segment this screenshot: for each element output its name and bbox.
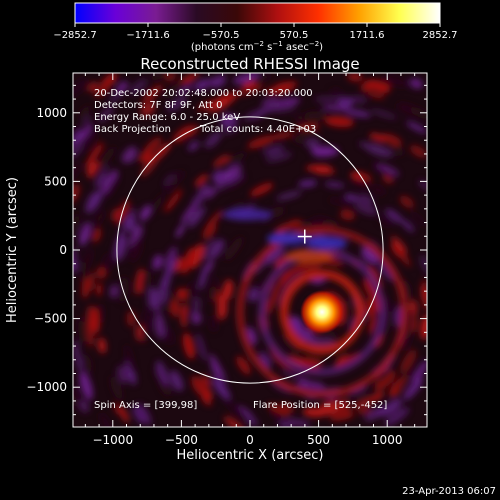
annotation-time-range: 20-Dec-2002 20:02:48.000 to 20:03:20.000 (94, 88, 313, 99)
x-tick-label: 0 (246, 433, 254, 447)
colorbar-tick-label: −1711.6 (126, 30, 169, 41)
chart-title: Reconstructed RHESSI Image (140, 55, 359, 73)
x-tick-label: 500 (307, 433, 330, 447)
colorbar-tick-label: 1711.6 (349, 30, 384, 41)
colorbar-tick-label: 2852.7 (423, 30, 458, 41)
spin-axis-marker (297, 229, 312, 244)
x-tick-label: 1000 (372, 433, 403, 447)
annotation-counts: Total counts: 4.40E+03 (199, 124, 316, 135)
axis-ticks (73, 73, 427, 427)
colorbar-ticks: −2852.7 −1711.6 −570.5 570.5 1711.6 2852.7 (53, 23, 458, 41)
annotation-energy: Energy Range: 6.0 - 25.0 keV (94, 112, 240, 123)
x-axis-tick-labels: −1000 −500 0 500 1000 (92, 433, 402, 447)
colorbar (74, 2, 441, 24)
colorbar-tick-label: 570.5 (280, 30, 309, 41)
annotation-method: Back Projection (94, 124, 171, 135)
colorbar-unit-label: (photons cm−2 s−1 asec−2) (191, 40, 323, 53)
y-tick-label: −500 (34, 312, 67, 326)
solar-limb-circle (116, 116, 384, 384)
x-tick-label: −500 (165, 433, 198, 447)
y-tick-label: 0 (59, 243, 67, 257)
flare-source (300, 290, 345, 335)
annotation-spin-axis: Spin Axis = [399,98] (94, 400, 197, 411)
y-tick-label: 500 (44, 174, 67, 188)
footer-timestamp: 23-Apr-2013 06:07 (402, 486, 496, 497)
x-tick-label: −1000 (92, 433, 133, 447)
annotation-flare-position: Flare Position = [525,-452] (253, 400, 387, 411)
y-tick-label: −1000 (26, 380, 67, 394)
y-tick-label: 1000 (36, 106, 67, 120)
y-axis-tick-labels: −1000 −500 0 500 1000 (26, 106, 67, 394)
colorbar-tick-label: −570.5 (202, 30, 239, 41)
annotation-detectors: Detectors: 7F 8F 9F, Att 0 (94, 100, 222, 111)
colorbar-tick-label: −2852.7 (53, 30, 96, 41)
heatmap-image (73, 73, 427, 427)
y-axis-label: Heliocentric Y (arcsec) (5, 177, 20, 323)
x-axis-label: Heliocentric X (arcsec) (177, 448, 324, 463)
